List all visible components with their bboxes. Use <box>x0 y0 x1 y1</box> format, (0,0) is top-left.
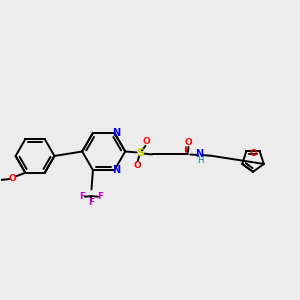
Text: H: H <box>197 156 203 165</box>
Text: F: F <box>98 192 103 201</box>
Text: F: F <box>80 192 85 201</box>
Text: N: N <box>195 149 203 159</box>
Text: N: N <box>112 165 120 175</box>
Text: O: O <box>133 161 141 170</box>
Text: F: F <box>88 198 94 207</box>
Text: S: S <box>136 148 144 158</box>
Text: O: O <box>9 174 16 183</box>
Text: O: O <box>143 136 151 146</box>
Text: N: N <box>112 128 120 138</box>
Text: O: O <box>185 138 193 147</box>
Text: O: O <box>249 149 257 158</box>
